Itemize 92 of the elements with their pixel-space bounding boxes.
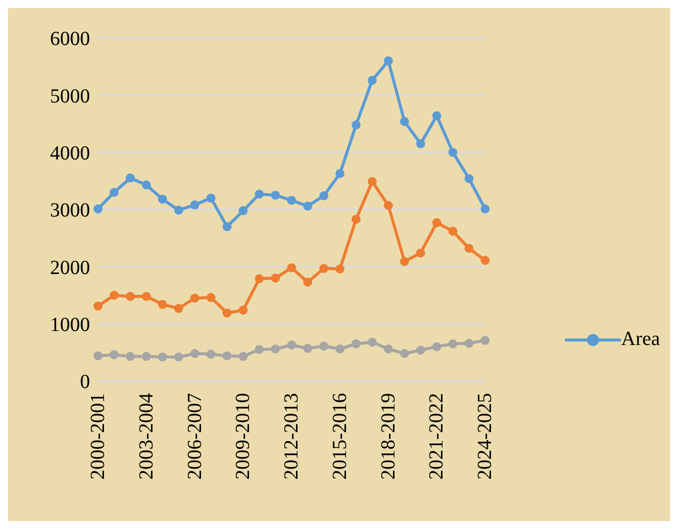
point xyxy=(303,202,312,211)
x-tick-label: 2012-2013 xyxy=(280,393,303,480)
point xyxy=(126,292,135,301)
point xyxy=(142,292,151,301)
point xyxy=(464,338,474,348)
x-tick-label: 2006-2007 xyxy=(184,393,206,480)
point xyxy=(222,351,232,360)
point xyxy=(400,349,409,358)
point xyxy=(94,204,102,214)
point xyxy=(384,201,393,210)
point xyxy=(352,214,361,224)
point xyxy=(480,256,490,265)
point xyxy=(126,174,135,183)
point xyxy=(335,264,344,274)
point xyxy=(480,336,490,345)
point xyxy=(190,294,200,303)
point xyxy=(400,116,409,126)
point xyxy=(335,168,344,178)
point xyxy=(368,338,377,347)
x-tick-label: 2003-2004 xyxy=(135,393,158,480)
point xyxy=(222,308,232,318)
point xyxy=(432,111,442,120)
point xyxy=(190,349,200,358)
x-tick-label: 2000-2001 xyxy=(87,393,109,480)
point xyxy=(190,200,200,210)
point xyxy=(448,339,458,348)
point xyxy=(400,257,409,266)
point xyxy=(335,344,344,354)
point xyxy=(174,206,184,215)
x-tick-label: 2015-2016 xyxy=(328,393,351,480)
point xyxy=(287,263,296,272)
point xyxy=(432,342,442,352)
point xyxy=(174,352,184,362)
point xyxy=(416,139,426,148)
point xyxy=(319,191,328,200)
point xyxy=(287,340,296,350)
point xyxy=(254,190,264,199)
point xyxy=(270,344,280,354)
point xyxy=(384,344,393,354)
point xyxy=(368,176,377,186)
point xyxy=(270,190,280,200)
point xyxy=(158,194,168,204)
point xyxy=(303,344,312,353)
point xyxy=(206,350,216,359)
y-tick-label: 6000 xyxy=(50,28,90,50)
x-tick-label: 2024-2025 xyxy=(474,393,496,480)
point xyxy=(206,293,216,302)
point xyxy=(416,248,426,258)
point xyxy=(319,342,328,351)
point xyxy=(94,351,102,360)
point xyxy=(222,222,232,232)
point xyxy=(416,346,426,355)
y-tick-label: 4000 xyxy=(50,142,90,164)
point xyxy=(110,188,119,197)
legend-label: Area xyxy=(621,328,660,351)
point xyxy=(126,352,135,361)
point xyxy=(158,352,168,362)
point xyxy=(94,302,102,311)
point xyxy=(352,120,361,130)
point xyxy=(432,218,442,228)
point xyxy=(238,306,248,315)
y-tick-label: 3000 xyxy=(50,200,90,222)
point xyxy=(254,274,264,284)
point xyxy=(206,194,216,203)
point xyxy=(287,196,296,205)
point xyxy=(158,300,168,309)
point xyxy=(448,226,458,236)
point xyxy=(464,174,474,184)
x-tick-label: 2021-2022 xyxy=(426,393,448,480)
point xyxy=(480,204,490,214)
point xyxy=(352,339,361,348)
point xyxy=(142,352,151,361)
point xyxy=(303,278,312,287)
point xyxy=(270,274,280,283)
point xyxy=(110,350,119,360)
point xyxy=(384,56,393,66)
x-tick-label: 2009-2010 xyxy=(232,393,254,480)
x-tick-label: 2018-2019 xyxy=(377,393,400,480)
y-tick-label: 5000 xyxy=(50,85,90,108)
y-tick-label: 2000 xyxy=(50,256,90,279)
y-tick-label: 0 xyxy=(80,371,90,394)
point xyxy=(448,148,458,157)
point xyxy=(110,290,119,300)
point xyxy=(319,264,328,273)
point xyxy=(238,352,248,361)
y-tick-label: 1000 xyxy=(50,314,90,336)
point xyxy=(464,244,474,253)
point xyxy=(142,180,151,190)
point xyxy=(238,206,248,216)
point xyxy=(368,76,377,85)
point xyxy=(254,345,264,354)
point xyxy=(174,304,184,313)
